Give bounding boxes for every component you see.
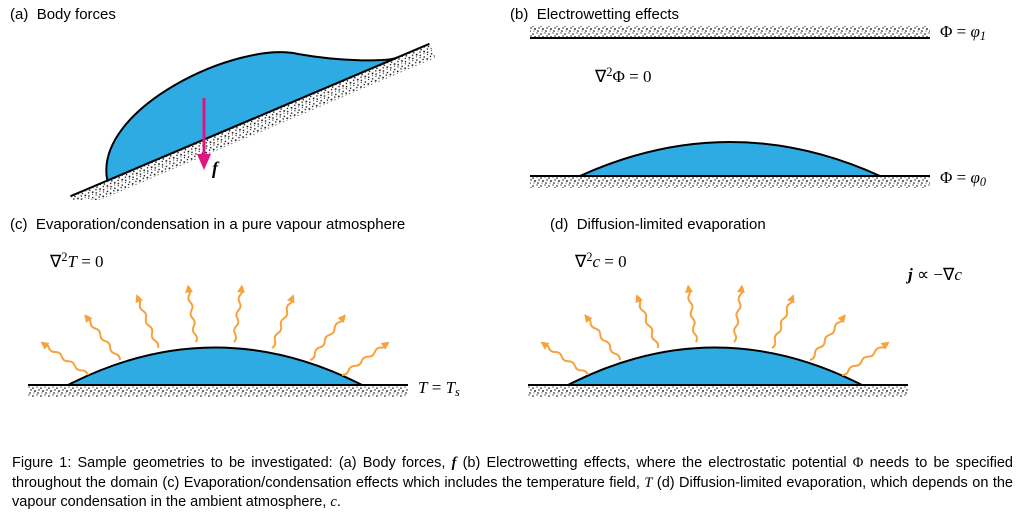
panel-a-title: Body forces: [37, 6, 116, 23]
panel-c-laplace: ∇2T = 0: [50, 250, 104, 272]
caption-t5: .: [337, 494, 341, 510]
caption-t1: Sample geometries to be investigated: (a…: [71, 455, 451, 471]
panel-c: (c) Evaporation/condensation in a pure v…: [0, 210, 500, 420]
panel-b-label: (b) Electrowetting effects: [510, 6, 679, 23]
panel-d-label: (d) Diffusion-limited evaporation: [550, 216, 766, 233]
panel-b-title: Electrowetting effects: [537, 6, 679, 23]
panel-d: (d) Diffusion-limited evaporation: [500, 210, 1025, 420]
panel-b-tag: (b): [510, 6, 528, 23]
panel-b-phi1: Φ = φ1: [940, 22, 986, 44]
figure-container: (a) Body forces: [0, 0, 1025, 521]
panel-d-title: Diffusion-limited evaporation: [577, 216, 766, 233]
panel-b-phi0: Φ = φ0: [940, 168, 986, 190]
figure-caption: Figure 1: Sample geometries to be invest…: [12, 454, 1013, 513]
panel-c-tag: (c): [10, 216, 28, 233]
caption-Phi: Φ: [853, 455, 864, 471]
caption-prefix: Figure 1:: [12, 455, 71, 471]
panel-d-svg: [500, 210, 1025, 420]
panel-d-tag: (d): [550, 216, 568, 233]
panel-c-title: Evaporation/condensation in a pure vapou…: [36, 216, 405, 233]
caption-t2: (b) Electrowetting effects, where the el…: [456, 455, 852, 471]
panel-a-tag: (a): [10, 6, 28, 23]
panel-b-laplace: ∇2Φ = 0: [595, 65, 652, 87]
panel-c-ts: T = Ts: [418, 378, 460, 400]
panel-c-label: (c) Evaporation/condensation in a pure v…: [10, 216, 405, 233]
panel-a-eq: f: [212, 158, 218, 179]
panel-a-label: (a) Body forces: [10, 6, 116, 23]
panel-d-flux: j ∝ −∇c: [908, 265, 962, 285]
panel-a: (a) Body forces: [0, 0, 500, 200]
panel-a-svg: [0, 0, 500, 200]
panel-b: (b) Electrowetting effects: [500, 0, 1025, 210]
panel-d-laplace: ∇2c = 0: [575, 250, 627, 272]
